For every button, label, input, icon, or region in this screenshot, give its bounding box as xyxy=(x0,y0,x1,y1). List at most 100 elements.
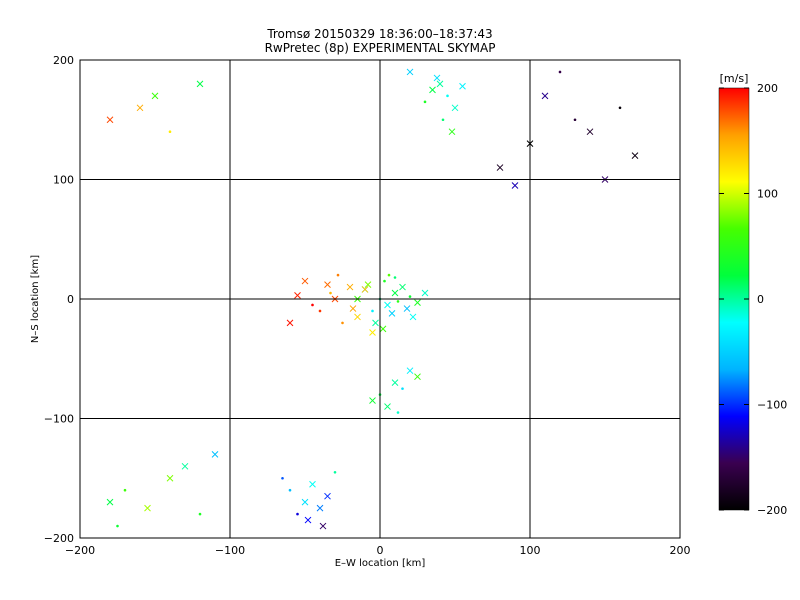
data-point xyxy=(511,182,519,189)
data-point xyxy=(384,403,391,410)
data-point xyxy=(423,100,427,104)
gridlines xyxy=(80,60,680,538)
data-point xyxy=(369,329,376,336)
data-point xyxy=(296,512,299,516)
y-tick-label: 100 xyxy=(53,174,74,187)
data-point xyxy=(304,516,312,524)
data-point xyxy=(372,319,379,327)
data-point xyxy=(324,492,331,500)
data-point xyxy=(369,397,376,404)
data-point xyxy=(436,80,444,88)
data-point xyxy=(541,92,549,100)
data-point xyxy=(336,273,340,277)
x-axis-label: E–W location [km] xyxy=(335,558,426,569)
data-point xyxy=(396,300,400,303)
data-point xyxy=(459,82,466,90)
y-tick-labels: −200 −100 0 100 200 xyxy=(44,54,86,545)
data-point xyxy=(286,319,294,327)
colorbar-tick-label: 0 xyxy=(757,293,764,306)
data-point xyxy=(151,92,159,100)
x-tick-label: −100 xyxy=(215,544,245,557)
data-point xyxy=(384,301,391,309)
data-point xyxy=(371,309,374,313)
y-tick-label: −100 xyxy=(44,413,74,426)
data-point xyxy=(403,305,411,312)
data-point xyxy=(361,286,369,293)
y-tick-label: 0 xyxy=(67,293,74,306)
data-point xyxy=(441,118,445,122)
data-point xyxy=(281,476,284,480)
data-point xyxy=(631,152,639,159)
data-point xyxy=(318,309,322,313)
data-point xyxy=(309,480,316,488)
data-point xyxy=(408,295,412,298)
data-point xyxy=(433,74,441,82)
colorbar-label: [m/s] xyxy=(720,72,749,85)
x-tick-label: 0 xyxy=(377,544,384,557)
data-point xyxy=(406,367,414,375)
data-point xyxy=(319,522,327,530)
data-point xyxy=(341,321,344,325)
data-point xyxy=(116,524,119,528)
data-point xyxy=(387,273,391,277)
y-tick-label: 200 xyxy=(53,54,74,67)
data-point xyxy=(399,283,406,291)
data-point xyxy=(391,289,399,297)
colorbar-tick-label: −200 xyxy=(757,504,787,517)
colorbar-tick-labels: −200 −100 0 100 200 xyxy=(719,82,787,517)
data-point xyxy=(311,303,314,307)
x-tick-label: 100 xyxy=(520,544,541,557)
colorbar-tick-label: 200 xyxy=(757,82,778,95)
data-point xyxy=(198,512,202,516)
data-point xyxy=(401,387,404,390)
x-tick-labels: −200 −100 0 100 200 xyxy=(65,532,691,557)
data-point xyxy=(106,498,114,506)
data-point xyxy=(414,299,421,306)
chart-title: Tromsø 20150329 18:36:00–18:37:43 xyxy=(266,27,492,41)
data-point xyxy=(586,128,594,136)
data-point xyxy=(301,498,309,506)
y-axis-label: N–S location [km] xyxy=(30,255,41,343)
data-point xyxy=(414,373,421,381)
data-point xyxy=(211,450,219,458)
data-point xyxy=(409,313,417,321)
data-point xyxy=(383,279,386,283)
colorbar-tick-label: −100 xyxy=(757,399,787,412)
data-point xyxy=(573,118,577,122)
data-point xyxy=(196,80,204,88)
data-point xyxy=(391,379,399,387)
data-point xyxy=(396,411,400,414)
data-point xyxy=(393,276,397,279)
data-point xyxy=(324,281,331,289)
chart-subtitle: RwPretec (8p) EXPERIMENTAL SKYMAP xyxy=(265,41,496,55)
data-point xyxy=(558,70,562,74)
data-point xyxy=(294,292,301,299)
data-point xyxy=(354,313,361,321)
data-point xyxy=(301,277,309,285)
data-point xyxy=(181,462,189,470)
data-point xyxy=(329,291,332,295)
data-point xyxy=(333,470,337,474)
data-marks xyxy=(106,68,639,530)
data-point xyxy=(316,504,324,512)
data-point xyxy=(618,106,622,110)
data-point xyxy=(364,281,372,289)
y-tick-label: −200 xyxy=(44,532,74,545)
data-point xyxy=(349,305,357,312)
x-tick-label: 200 xyxy=(670,544,691,557)
data-point xyxy=(379,325,387,333)
data-point xyxy=(136,104,144,112)
data-point xyxy=(288,488,292,492)
data-point xyxy=(429,86,436,94)
data-point xyxy=(144,504,151,512)
data-point xyxy=(106,116,114,124)
colorbar-tick-label: 100 xyxy=(757,188,778,201)
data-point xyxy=(166,474,174,482)
data-point xyxy=(168,130,172,133)
data-point xyxy=(346,283,354,291)
data-point xyxy=(421,289,429,297)
data-point xyxy=(451,104,459,112)
data-point xyxy=(406,68,414,76)
data-point xyxy=(388,309,396,317)
